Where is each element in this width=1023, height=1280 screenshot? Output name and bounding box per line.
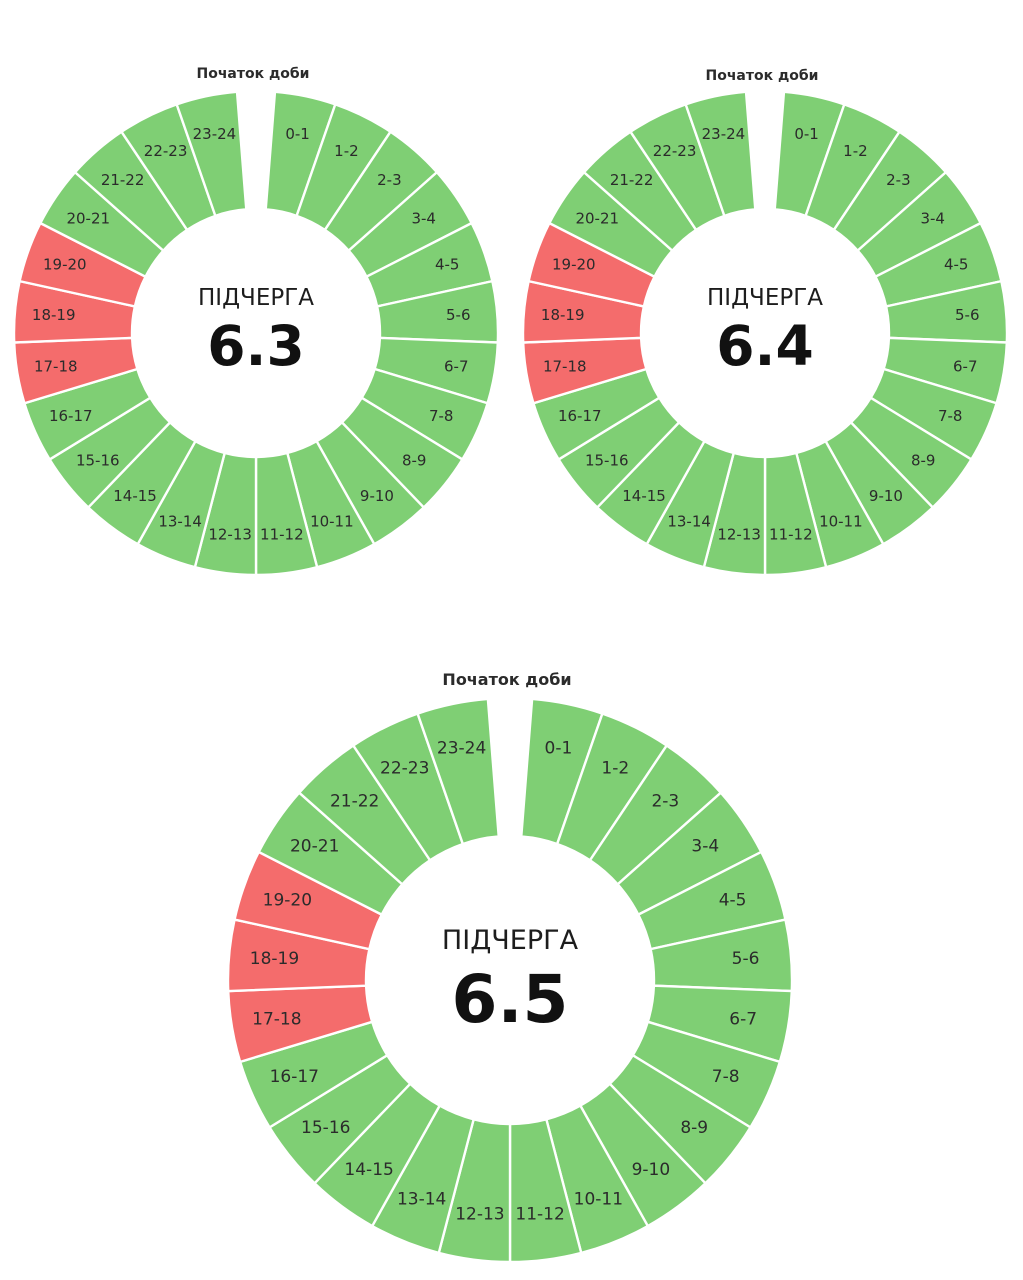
hour-label-6-7: 6-7 xyxy=(953,358,978,376)
hour-label-12-13: 12-13 xyxy=(455,1205,504,1225)
hour-label-7-8: 7-8 xyxy=(712,1067,740,1087)
hour-label-9-10: 9-10 xyxy=(869,487,903,505)
hour-label-2-3: 2-3 xyxy=(651,792,679,812)
hour-label-19-20: 19-20 xyxy=(43,256,87,274)
hour-segment-23-24 xyxy=(175,90,248,218)
schedule-chart-6-5: Початок доби 0-1 1-2 2-3 3-4 4-5 5-6 6-7 7-8 8-9… xyxy=(222,664,812,1274)
hour-label-5-6: 5-6 xyxy=(955,306,980,324)
center-title: ПІДЧЕРГА xyxy=(707,285,823,311)
hour-label-2-3: 2-3 xyxy=(377,171,402,189)
hour-label-18-19: 18-19 xyxy=(541,306,585,324)
hour-label-10-11: 10-11 xyxy=(574,1189,623,1209)
hour-label-23-24: 23-24 xyxy=(702,125,746,143)
hour-label-20-21: 20-21 xyxy=(66,210,110,228)
hour-label-9-10: 9-10 xyxy=(360,487,394,505)
hour-label-17-18: 17-18 xyxy=(34,358,78,376)
segments-group xyxy=(226,697,794,1264)
hour-label-12-13: 12-13 xyxy=(208,525,252,543)
hour-label-0-1: 0-1 xyxy=(545,739,573,759)
hour-label-23-24: 23-24 xyxy=(193,125,237,143)
hour-label-13-14: 13-14 xyxy=(158,512,202,530)
hour-label-3-4: 3-4 xyxy=(411,210,436,228)
hour-label-23-24: 23-24 xyxy=(437,739,486,759)
hour-label-19-20: 19-20 xyxy=(263,890,312,910)
hour-label-16-17: 16-17 xyxy=(270,1067,319,1087)
queue-number: 6.3 xyxy=(207,314,304,378)
hour-label-15-16: 15-16 xyxy=(76,451,120,469)
hour-label-8-9: 8-9 xyxy=(911,451,936,469)
hour-label-21-22: 21-22 xyxy=(330,792,379,812)
hour-label-10-11: 10-11 xyxy=(310,512,354,530)
donut-svg: Початок доби 0-1 1-2 2-3 3-4 4-5 5-6 6-7 7-8 8-9… xyxy=(12,66,500,577)
hour-label-3-4: 3-4 xyxy=(691,837,719,857)
hour-label-1-2: 1-2 xyxy=(334,142,359,160)
hour-label-14-15: 14-15 xyxy=(344,1160,393,1180)
hour-label-17-18: 17-18 xyxy=(543,358,587,376)
hour-label-16-17: 16-17 xyxy=(49,407,93,425)
hour-label-15-16: 15-16 xyxy=(301,1118,350,1138)
labels-group: 0-1 1-2 2-3 3-4 4-5 5-6 6-7 7-8 8-9 9-10 10-11 11-1… xyxy=(32,125,471,543)
day-start-label: Початок доби xyxy=(196,66,309,82)
hour-label-13-14: 13-14 xyxy=(667,512,711,530)
hour-label-4-5: 4-5 xyxy=(435,256,460,274)
hour-label-22-23: 22-23 xyxy=(144,142,188,160)
hour-label-18-19: 18-19 xyxy=(250,949,299,969)
hour-label-12-13: 12-13 xyxy=(717,525,761,543)
hour-label-9-10: 9-10 xyxy=(632,1160,671,1180)
hour-label-2-3: 2-3 xyxy=(886,171,911,189)
hour-label-13-14: 13-14 xyxy=(397,1189,446,1209)
schedule-chart-6-4: Початок доби 0-1 1-2 2-3 3-4 4-5 5-6 6-7 7-8 8-9… xyxy=(509,62,1021,582)
hour-label-11-12: 11-12 xyxy=(769,525,813,543)
hour-label-16-17: 16-17 xyxy=(558,407,602,425)
hour-label-20-21: 20-21 xyxy=(290,837,339,857)
hour-label-19-20: 19-20 xyxy=(552,256,596,274)
hour-label-5-6: 5-6 xyxy=(446,306,471,324)
hour-label-21-22: 21-22 xyxy=(610,171,654,189)
hour-label-18-19: 18-19 xyxy=(32,306,76,324)
hour-label-5-6: 5-6 xyxy=(732,949,760,969)
hour-label-4-5: 4-5 xyxy=(719,890,747,910)
hour-label-8-9: 8-9 xyxy=(402,451,427,469)
hour-label-15-16: 15-16 xyxy=(585,451,629,469)
hour-label-6-7: 6-7 xyxy=(444,358,469,376)
center-title: ПІДЧЕРГА xyxy=(442,925,579,956)
hour-segment-23-24 xyxy=(684,90,757,218)
day-start-label: Початок доби xyxy=(442,670,571,689)
hour-label-7-8: 7-8 xyxy=(429,407,454,425)
hour-label-10-11: 10-11 xyxy=(819,512,863,530)
hour-label-0-1: 0-1 xyxy=(285,125,310,143)
hour-label-8-9: 8-9 xyxy=(680,1118,708,1138)
hour-label-14-15: 14-15 xyxy=(113,487,157,505)
hour-label-4-5: 4-5 xyxy=(944,256,969,274)
hour-label-17-18: 17-18 xyxy=(252,1009,301,1029)
donut-svg: Початок доби 0-1 1-2 2-3 3-4 4-5 5-6 6-7 7-8 8-9… xyxy=(521,68,1009,577)
segments-group xyxy=(521,90,1009,577)
schedule-chart-6-3: Початок доби 0-1 1-2 2-3 3-4 4-5 5-6 6-7 7-8 8-9… xyxy=(0,60,512,580)
hour-label-0-1: 0-1 xyxy=(794,125,819,143)
hour-label-14-15: 14-15 xyxy=(622,487,666,505)
hour-label-6-7: 6-7 xyxy=(729,1009,757,1029)
segments-group xyxy=(12,90,500,577)
hour-label-7-8: 7-8 xyxy=(938,407,963,425)
hour-segment-23-24 xyxy=(416,697,500,846)
queue-number: 6.4 xyxy=(716,314,813,378)
hour-label-11-12: 11-12 xyxy=(515,1205,564,1225)
hour-label-21-22: 21-22 xyxy=(101,171,145,189)
hour-label-20-21: 20-21 xyxy=(575,210,619,228)
hour-label-3-4: 3-4 xyxy=(920,210,945,228)
hour-label-1-2: 1-2 xyxy=(843,142,868,160)
hour-label-1-2: 1-2 xyxy=(601,758,629,778)
hour-label-22-23: 22-23 xyxy=(380,758,429,778)
hour-label-11-12: 11-12 xyxy=(260,525,304,543)
day-start-label: Початок доби xyxy=(705,68,818,84)
donut-svg: Початок доби 0-1 1-2 2-3 3-4 4-5 5-6 6-7 7-8 8-9… xyxy=(226,670,794,1264)
hour-label-22-23: 22-23 xyxy=(653,142,697,160)
center-title: ПІДЧЕРГА xyxy=(198,285,314,311)
labels-group: 0-1 1-2 2-3 3-4 4-5 5-6 6-7 7-8 8-9 9-10 10-11 11-1… xyxy=(541,125,980,543)
queue-number: 6.5 xyxy=(452,961,569,1038)
labels-group: 0-1 1-2 2-3 3-4 4-5 5-6 6-7 7-8 8-9 9-10 10-11 11-1… xyxy=(250,739,760,1225)
